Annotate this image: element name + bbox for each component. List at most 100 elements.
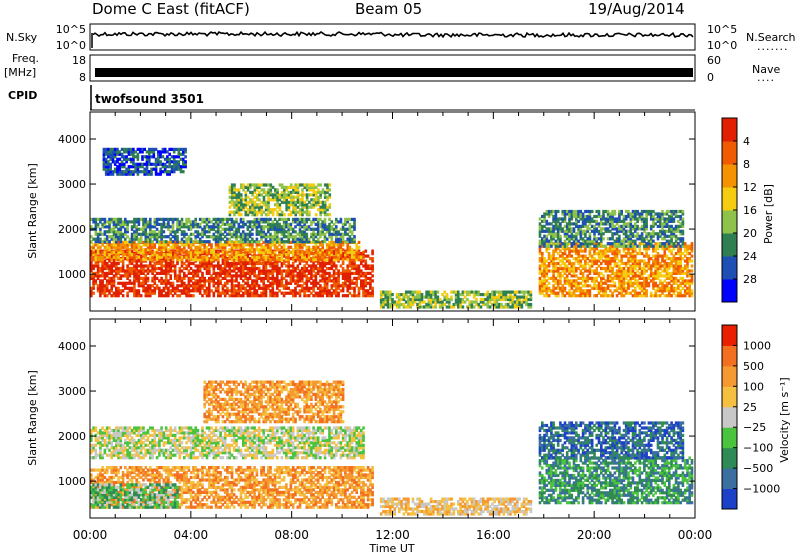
range-cell (115, 289, 118, 293)
range-cell (214, 222, 218, 226)
range-cell (307, 255, 311, 259)
range-cell (615, 254, 619, 258)
range-cell (606, 254, 610, 258)
range-cell (226, 220, 229, 224)
range-cell (192, 284, 195, 288)
range-cell (257, 253, 261, 257)
range-cell (115, 269, 118, 273)
range-cell (330, 248, 334, 252)
range-cell (232, 274, 236, 278)
range-cell (160, 264, 163, 268)
range-cell (280, 269, 284, 273)
range-cell (239, 250, 243, 254)
range-cell (137, 237, 141, 241)
range-cell (217, 258, 220, 262)
range-cell (493, 305, 496, 309)
range-cell (260, 261, 263, 266)
range-cell (101, 291, 104, 295)
range-cell (590, 247, 594, 251)
range-cell (280, 213, 284, 217)
range-cell (210, 220, 213, 224)
range-cell (257, 261, 261, 266)
range-cell (570, 291, 574, 295)
range-cell (328, 227, 331, 231)
range-cell (518, 295, 521, 299)
range-cell (321, 253, 324, 257)
range-cell (242, 205, 245, 209)
range-cell (554, 269, 558, 273)
range-cell (155, 235, 159, 239)
range-cell (631, 274, 635, 278)
range-cell (103, 289, 107, 293)
range-cell (253, 281, 256, 285)
range-cell (136, 155, 140, 159)
range-cell (409, 297, 412, 302)
range-cell (138, 162, 142, 166)
range-cell (108, 235, 111, 239)
range-cell (285, 230, 288, 234)
range-cell (624, 281, 628, 285)
range-cell (312, 188, 316, 192)
range-cell (248, 257, 252, 261)
range-cell (127, 165, 131, 169)
range-cell (112, 217, 116, 221)
range-cell (287, 286, 290, 290)
range-cell (547, 261, 551, 266)
range-cell (258, 210, 261, 214)
range-cell (547, 286, 551, 290)
range-cell (502, 297, 505, 302)
range-cell (285, 240, 288, 244)
range-cell (321, 266, 324, 271)
range-cell (636, 279, 639, 283)
range-cell (470, 302, 474, 307)
range-cell (161, 150, 165, 154)
range-cell (212, 248, 216, 252)
range-cell (117, 217, 120, 221)
range-cell (135, 279, 138, 283)
range-cell (267, 276, 270, 280)
range-cell (588, 249, 592, 253)
range-cell (260, 245, 263, 249)
range-cell (326, 185, 329, 189)
range-cell (362, 286, 365, 290)
range-cell (157, 157, 160, 161)
range-cell (500, 302, 503, 307)
range-cell (362, 259, 365, 263)
range-cell (133, 237, 136, 241)
range-cell (162, 248, 166, 252)
range-cell (590, 259, 594, 263)
range-cell (251, 261, 254, 266)
range-cell (203, 230, 206, 234)
range-cell (153, 237, 157, 241)
range-cell (552, 257, 555, 261)
range-cell (303, 185, 307, 189)
range-cell (649, 271, 653, 275)
range-cell (255, 248, 259, 252)
range-cell (137, 284, 141, 288)
range-cell (572, 291, 576, 295)
range-cell (337, 279, 340, 283)
range-cell (269, 248, 272, 252)
range-cell (586, 291, 589, 295)
range-cell (316, 237, 320, 241)
range-cell (139, 269, 143, 273)
range-cell (273, 276, 277, 280)
range-cell (203, 220, 206, 224)
range-cell (298, 271, 302, 275)
range-cell (301, 250, 304, 254)
range-cell (144, 222, 148, 226)
range-cell (312, 264, 315, 268)
range-cell (609, 259, 612, 263)
range-cell (239, 269, 243, 273)
range-cell (282, 235, 286, 239)
range-cell (119, 225, 123, 229)
range-cell (187, 225, 191, 229)
range-cell (328, 289, 331, 293)
range-cell (506, 305, 510, 309)
range-cell (170, 170, 174, 174)
range-cell (285, 284, 288, 288)
range-cell (600, 281, 603, 285)
range-cell (565, 279, 569, 283)
range-cell (221, 250, 225, 254)
range-cell (230, 279, 234, 283)
